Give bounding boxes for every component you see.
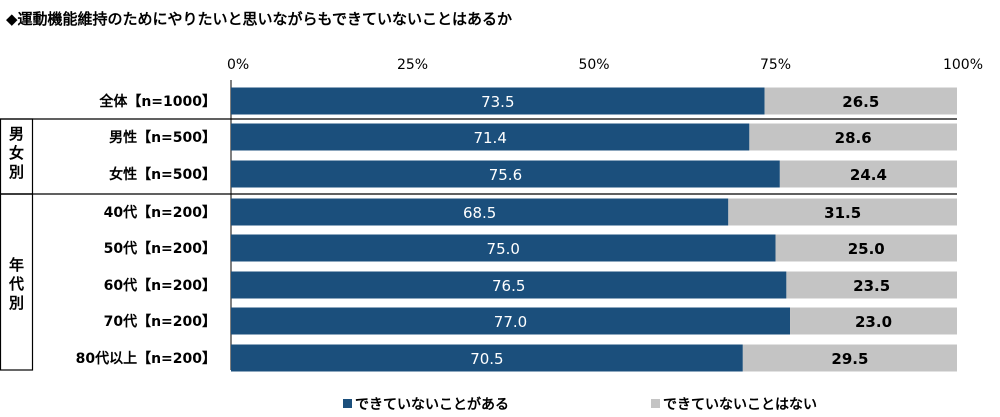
bar-value-label: 31.5 [824,204,861,222]
bar-value-label: 23.5 [853,277,890,295]
bar-value-label: 68.5 [463,204,496,222]
bar-value-label: 28.6 [835,129,872,147]
bar-value-label: 26.5 [842,93,879,111]
bar-value-label: 71.4 [473,129,506,147]
bar-segment [231,271,787,299]
bar-value-label: 76.5 [492,277,525,295]
x-axis-ticks: 0% 25% 50% 75% 100% [227,57,983,73]
legend-label: できていないことがある [355,396,509,413]
bar-segment [779,160,957,188]
bar-segment [728,198,957,226]
category-label: 40代【n=200】 [104,204,216,221]
bar-segment [786,271,957,299]
bar-segment [749,123,957,151]
bar-segment [231,160,780,188]
chart-title: ◆運動機能維持のためにやりたいと思いながらもできていないことはあるか [6,10,512,28]
bar-value-label: 77.0 [494,313,527,331]
x-tick-label: 75% [760,57,791,73]
bars [231,87,957,372]
bar-value-label: 75.6 [489,166,522,184]
bar-value-label: 29.5 [831,350,868,368]
category-label: 80代以上【n=200】 [76,350,216,367]
bar-value-label: 25.0 [848,240,885,258]
bar-value-label: 23.0 [855,313,892,331]
bar-value-label: 75.0 [487,240,520,258]
bar-segment [231,307,791,335]
bar-value-label: 24.4 [850,166,887,184]
group-label-char: 女 [9,144,24,162]
category-labels: 全体【n=1000】男性【n=500】女性【n=500】 40代【n=200】 50… [76,93,216,367]
bar-segment [231,123,750,151]
group-label-char: 年 [9,256,24,274]
x-tick-label: 25% [397,57,428,73]
bar-segment [231,344,743,372]
x-tick-label: 100% [943,57,983,73]
group-label-char: 代 [8,275,24,293]
category-label: 全体【n=1000】 [98,93,216,110]
bar-segment [764,87,957,115]
group-label-char: 男 [9,125,24,143]
bar-segment [231,234,776,262]
legend-swatch [651,399,660,408]
group-label-char: 別 [8,294,24,312]
category-label: 60代【n=200】 [104,277,216,294]
category-label: 男性【n=500】 [109,129,216,146]
bar-segment [231,87,765,115]
bar-value-labels: 73.5 26.5 71.4 28.6 75.6 24.4 68.5 31.5 75.0 25.0… [463,93,892,368]
legend: できていないことがある できていないことはない [343,396,817,413]
bar-value-label: 70.5 [470,350,503,368]
bar-segment [231,198,729,226]
bar-segment [742,344,957,372]
bar-segment [790,307,957,335]
group-box [0,193,34,371]
legend-label: できていないことはない [663,397,817,413]
category-label: 50代【n=200】 [104,240,216,257]
x-tick-label: 50% [578,57,609,73]
category-label: 70代【n=200】 [104,313,216,330]
legend-swatch [343,399,352,408]
group-separators [0,118,957,195]
x-tick-label: 0% [227,57,249,73]
category-label: 女性【n=500】 [109,166,216,183]
group-label-char: 別 [8,163,24,181]
bar-segment [775,234,957,262]
bar-value-label: 73.5 [481,93,514,111]
